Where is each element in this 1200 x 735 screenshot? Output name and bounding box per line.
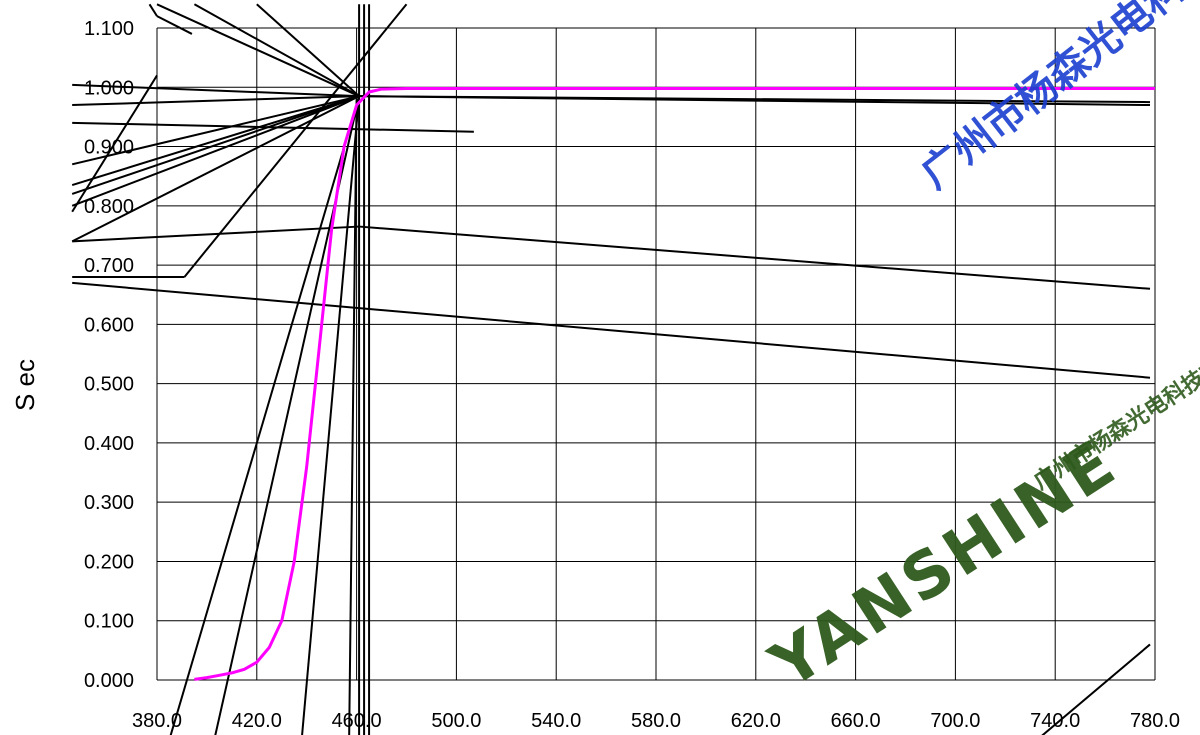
- series-layer: [194, 87, 1155, 681]
- y-tick-label: 0.600: [84, 314, 134, 336]
- x-tick-label: 580.0: [631, 710, 681, 732]
- y-tick-label: 0.800: [84, 196, 134, 218]
- artifact-line: [348, 99, 358, 735]
- y-tick-label: 0.200: [84, 551, 134, 573]
- y-axis-ticks: 0.000 0.100 0.200 0.300 0.400 0.500 0.600 0.700…: [84, 18, 134, 692]
- y-tick-label: 0.500: [84, 374, 134, 396]
- artifact-line: [71, 74, 158, 213]
- artifact-line: [169, 95, 361, 735]
- y-tick-label: 0.100: [84, 611, 134, 633]
- y-tick-label: 1.000: [84, 77, 134, 99]
- artifact-line: [1041, 643, 1151, 735]
- artifact-line: [256, 3, 360, 97]
- x-axis-ticks: 380.0 420.0 460.0 500.0 540.0 580.0 620.0 660.0…: [132, 710, 1180, 732]
- artifact-line: [71, 95, 360, 243]
- y-tick-label: 0.700: [84, 255, 134, 277]
- artifact-line: [71, 95, 360, 195]
- artifact-line: [71, 95, 360, 207]
- watermark-blue-text: 广州市杨森光电科技有限公司: [913, 0, 1200, 198]
- y-tick-label: 0.900: [84, 137, 134, 159]
- artifact-line: [72, 225, 360, 243]
- artifact-line: [156, 3, 360, 98]
- x-tick-label: 420.0: [232, 710, 282, 732]
- y-tick-label: 0.400: [84, 433, 134, 455]
- artifact-line: [72, 95, 360, 107]
- x-tick-label: 500.0: [431, 710, 481, 732]
- y-tick-label: 0.000: [84, 670, 134, 692]
- x-tick-label: 620.0: [731, 710, 781, 732]
- x-tick-label: 460.0: [332, 710, 382, 732]
- artifact-line: [193, 3, 360, 98]
- artifact-line: [359, 95, 1151, 104]
- artifact-line: [301, 96, 361, 735]
- x-tick-label: 700.0: [930, 710, 980, 732]
- artifact-line: [148, 3, 158, 17]
- artifact-line: [359, 225, 1151, 290]
- artifact-line: [156, 15, 193, 35]
- x-tick-label: 660.0: [831, 710, 881, 732]
- series-line: [194, 87, 1155, 681]
- artifact-line: [71, 95, 360, 166]
- y-axis-label: S ec: [10, 359, 40, 411]
- artifact-lines: [71, 3, 1151, 735]
- artifact-line: [72, 83, 360, 98]
- artifact-line: [72, 121, 474, 133]
- artifact-line: [72, 281, 1151, 379]
- y-tick-label: 0.300: [84, 492, 134, 514]
- x-tick-label: 540.0: [531, 710, 581, 732]
- artifact-line: [71, 95, 360, 187]
- x-tick-label: 380.0: [132, 710, 182, 732]
- y-tick-label: 1.100: [84, 18, 134, 40]
- x-tick-label: 780.0: [1130, 710, 1180, 732]
- x-tick-label: 740.0: [1030, 710, 1080, 732]
